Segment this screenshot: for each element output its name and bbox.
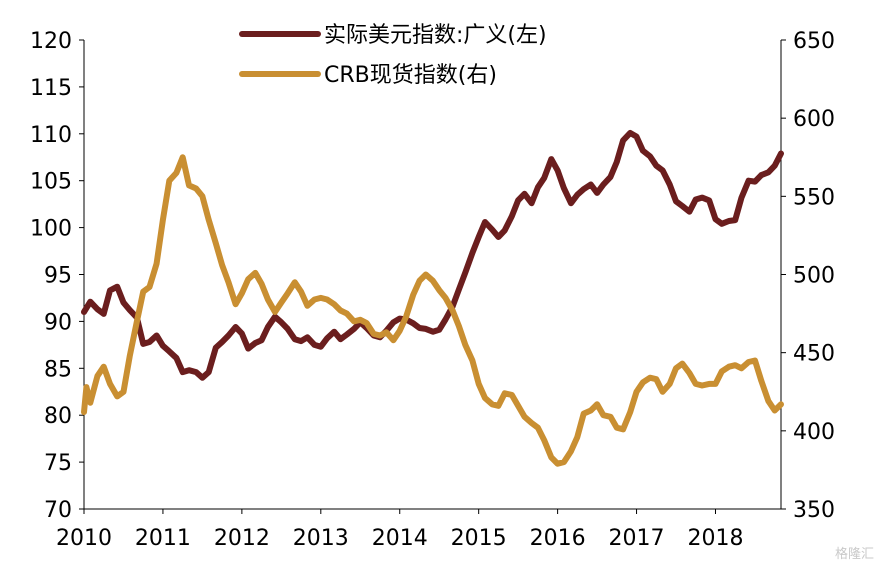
y-left-tick-label: 70 bbox=[44, 498, 72, 523]
x-tick-label: 2016 bbox=[530, 526, 586, 551]
y-left-tick-label: 80 bbox=[44, 404, 72, 429]
x-tick-label: 2015 bbox=[451, 526, 507, 551]
y-right-tick-label: 450 bbox=[793, 342, 835, 367]
legend-label-2: CRB现货指数(右) bbox=[324, 63, 497, 88]
x-tick-label: 2013 bbox=[293, 526, 349, 551]
x-tick-label: 2014 bbox=[372, 526, 428, 551]
x-tick-label: 2012 bbox=[214, 526, 270, 551]
y-left-tick-label: 100 bbox=[30, 217, 72, 242]
y-right-tick-label: 650 bbox=[793, 29, 835, 54]
watermark: 格隆汇 bbox=[834, 547, 874, 562]
y-right-tick-label: 600 bbox=[793, 107, 835, 132]
y-left-tick-label: 90 bbox=[44, 310, 72, 335]
y-left-tick-label: 85 bbox=[44, 357, 72, 382]
x-tick-label: 2010 bbox=[56, 526, 112, 551]
y-left-tick-label: 95 bbox=[44, 264, 72, 289]
legend-label-1: 实际美元指数:广义(左) bbox=[324, 23, 547, 48]
y-left-tick-label: 115 bbox=[30, 76, 72, 101]
x-tick-label: 2017 bbox=[609, 526, 665, 551]
y-right-tick-label: 500 bbox=[793, 264, 835, 289]
y-left-tick-label: 120 bbox=[30, 29, 72, 54]
y-left-tick-label: 110 bbox=[30, 123, 72, 148]
y-right-tick-label: 350 bbox=[793, 498, 835, 523]
y-right-tick-label: 550 bbox=[793, 185, 835, 210]
y-right-tick-label: 400 bbox=[793, 420, 835, 445]
series-line-1 bbox=[81, 129, 784, 381]
y-left-tick-label: 75 bbox=[44, 451, 72, 476]
x-tick-label: 2018 bbox=[687, 526, 743, 551]
axes: 70 75 80 85 90 95 100 105 110 115 120 350 400 450 500 5… bbox=[30, 29, 835, 551]
legend: 实际美元指数:广义(左) CRB现货指数(右) bbox=[239, 23, 547, 88]
series-line-2 bbox=[81, 154, 784, 467]
y-left-tick-label: 105 bbox=[30, 170, 72, 195]
series-lines bbox=[81, 129, 784, 467]
x-tick-label: 2011 bbox=[135, 526, 191, 551]
